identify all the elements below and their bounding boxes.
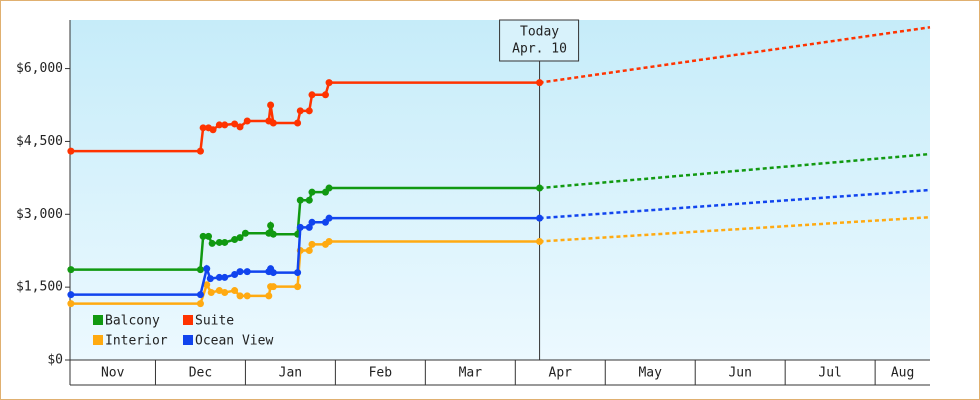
today-box [499,19,580,62]
legend-swatch [93,335,103,345]
point [215,238,223,246]
x-tick-label: Nov [101,366,125,381]
point [241,229,249,237]
point [203,281,211,289]
point [236,234,244,242]
point [236,123,244,131]
point [296,223,304,231]
point [196,291,204,299]
x-tick-label: Aug [891,366,914,381]
point [196,147,204,155]
y-tick-label: $4,500 [16,134,63,149]
forecast-line [539,152,931,190]
point [269,119,277,127]
point [536,214,544,222]
point [196,300,204,308]
point [305,107,313,115]
point [231,271,239,279]
point [296,107,304,115]
legend-label: Suite [195,314,234,329]
point [325,79,333,87]
y-tick-label: $6,000 [16,61,63,76]
y-tick-label: $3,000 [16,207,63,222]
y-tick-label: $0 [47,353,63,368]
x-tick-label: Jul [818,366,841,381]
point [221,273,229,281]
point [199,232,207,240]
point [294,269,302,277]
point [265,292,273,300]
point [308,91,316,99]
point [231,236,239,244]
point [308,240,316,248]
point [231,287,239,295]
point [536,184,544,192]
point [269,230,277,238]
point [67,291,75,299]
point [267,101,275,109]
x-tick-label: May [638,366,662,381]
point [236,268,244,276]
point [296,196,304,204]
point [231,120,239,128]
point [536,79,544,87]
legend-swatch [183,315,193,325]
point [321,91,329,99]
point [243,268,251,276]
point [221,288,229,296]
legend-swatch [183,335,193,345]
point [207,288,215,296]
legend-label: Interior [105,334,168,349]
point [206,275,214,283]
point [536,237,544,245]
forecast-line [539,188,931,220]
x-tick-label: Apr [549,366,573,381]
point [203,265,211,273]
point [215,121,223,129]
point [205,232,213,240]
x-tick-label: Jun [728,366,751,381]
y-tick-label: $1,500 [16,280,63,295]
point [196,266,204,274]
point [209,126,217,134]
point [305,246,313,254]
point [325,237,333,245]
point [67,266,75,274]
plot-area [70,20,930,360]
forecast-line [539,26,931,84]
point [215,287,223,295]
point [221,238,229,246]
x-tick-label: Feb [369,366,393,381]
point [199,124,207,132]
point [267,221,275,229]
point [243,292,251,300]
legend-label: Balcony [105,314,160,329]
point [305,196,313,204]
point [67,147,75,155]
point [236,292,244,300]
legend-label: Ocean View [195,334,273,349]
x-tick-label: Mar [459,366,483,381]
point [215,273,223,281]
point [325,214,333,222]
legend-swatch [93,315,103,325]
today-label: Apr. 10 [512,42,567,57]
x-tick-label: Jan [279,366,302,381]
point [243,117,251,125]
forecast-line [539,215,931,243]
x-tick-label: Dec [189,366,212,381]
point [269,269,277,277]
point [208,239,216,247]
point [325,184,333,192]
point [269,283,277,291]
point [294,283,302,291]
point [308,188,316,196]
today-label: Today [520,25,559,40]
point [67,300,75,308]
point [308,218,316,226]
point [294,119,302,127]
point [221,121,229,129]
